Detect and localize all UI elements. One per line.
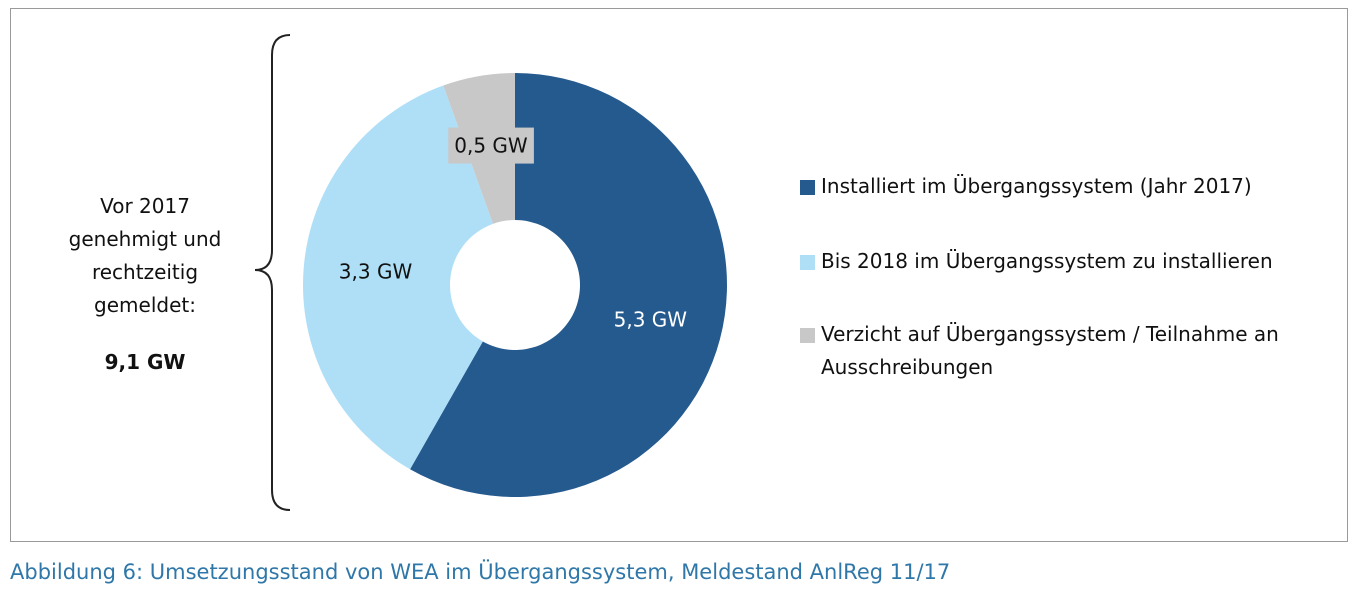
legend-swatch bbox=[800, 180, 815, 195]
annotation: Vor 2017 genehmigt und rechtzeitig gemel… bbox=[68, 194, 222, 317]
brace bbox=[254, 34, 291, 511]
legend-label: Installiert im Übergangssystem (Jahr 201… bbox=[821, 174, 1252, 198]
legend-item: Verzicht auf Übergangssystem / Teilnahme… bbox=[800, 318, 1330, 384]
legend-label: Bis 2018 im Übergangssystem zu installie… bbox=[821, 249, 1273, 273]
legend-label: Verzicht auf Übergangssystem / Teilnahme… bbox=[821, 322, 1279, 379]
data-label: 5,3 GW bbox=[614, 307, 688, 331]
legend-item: Bis 2018 im Übergangssystem zu installie… bbox=[800, 245, 1330, 278]
legend-item: Installiert im Übergangssystem (Jahr 201… bbox=[800, 170, 1330, 203]
annotation-total: 9,1 GW bbox=[104, 350, 186, 374]
legend-swatch bbox=[800, 328, 815, 343]
data-label-bg bbox=[448, 127, 534, 164]
donut-slice bbox=[302, 85, 494, 470]
caption: Abbildung 6: Umsetzungsstand von WEA im … bbox=[10, 560, 951, 584]
data-label: 3,3 GW bbox=[339, 259, 413, 283]
data-label: 0,5 GW bbox=[454, 134, 528, 158]
legend-swatch bbox=[800, 255, 815, 270]
donut-slice bbox=[410, 73, 727, 497]
frame bbox=[10, 8, 1348, 542]
